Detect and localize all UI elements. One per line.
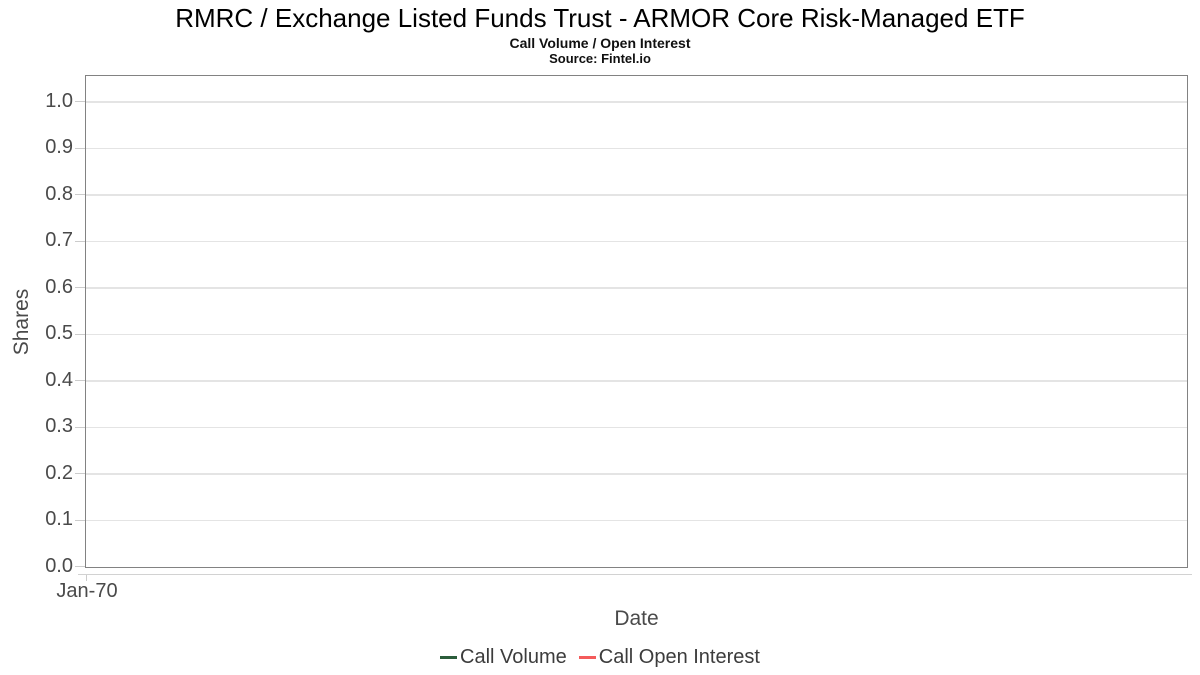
gridline [86, 287, 1187, 289]
y-axis-tick [75, 194, 85, 195]
chart-title: RMRC / Exchange Listed Funds Trust - ARM… [175, 3, 1025, 33]
plot-area [85, 75, 1188, 568]
y-axis-tick [75, 473, 85, 474]
legend-item-call-volume[interactable]: Call Volume [440, 646, 567, 669]
y-tick-label: 0.7 [45, 229, 73, 251]
chart-source: Source: Fintel.io [549, 51, 651, 66]
gridline [86, 147, 1187, 150]
y-tick-label: 0.2 [45, 461, 73, 484]
legend: Call Volume Call Open Interest [0, 646, 1200, 669]
y-axis-tick [75, 101, 85, 102]
y-tick-label: 1.0 [45, 89, 73, 112]
gridline [86, 473, 1187, 475]
gridline [86, 194, 1187, 196]
y-axis-tick [75, 566, 85, 567]
legend-item-call-open-interest[interactable]: Call Open Interest [578, 646, 760, 669]
y-axis-tick [75, 287, 85, 288]
x-axis-title: Date [614, 607, 659, 630]
x-axis-tick-label: Jan-70 [56, 580, 118, 602]
x-axis-tick [86, 575, 87, 581]
y-axis-tick [75, 519, 85, 521]
y-tick-label: 0.6 [45, 275, 73, 298]
legend-line-icon [440, 656, 458, 659]
y-tick-label: 0.3 [45, 415, 73, 437]
legend-label: Call Open Interest [598, 646, 760, 668]
gridline [86, 101, 1187, 103]
legend-label: Call Volume [460, 646, 567, 668]
legend-line-icon [578, 656, 596, 659]
y-tick-label: 0.8 [45, 182, 73, 205]
y-axis-tick [75, 240, 85, 242]
y-tick-label: 0.1 [45, 508, 73, 530]
y-tick-label: 0.0 [45, 554, 73, 577]
chart-subtitle: Call Volume / Open Interest [509, 35, 691, 51]
y-axis-tick [75, 147, 85, 149]
gridline [86, 380, 1187, 382]
y-tick-label: 0.5 [45, 322, 73, 344]
gridline [86, 426, 1187, 429]
y-tick-label: 0.9 [45, 136, 73, 158]
gridline [86, 519, 1187, 522]
gridline [86, 333, 1187, 336]
y-axis-tick [75, 380, 85, 381]
y-tick-label: 0.4 [45, 368, 73, 391]
gridline [86, 240, 1187, 243]
y-axis-tick [75, 333, 85, 335]
y-axis-tick [75, 426, 85, 428]
x-axis-line [78, 574, 1192, 576]
